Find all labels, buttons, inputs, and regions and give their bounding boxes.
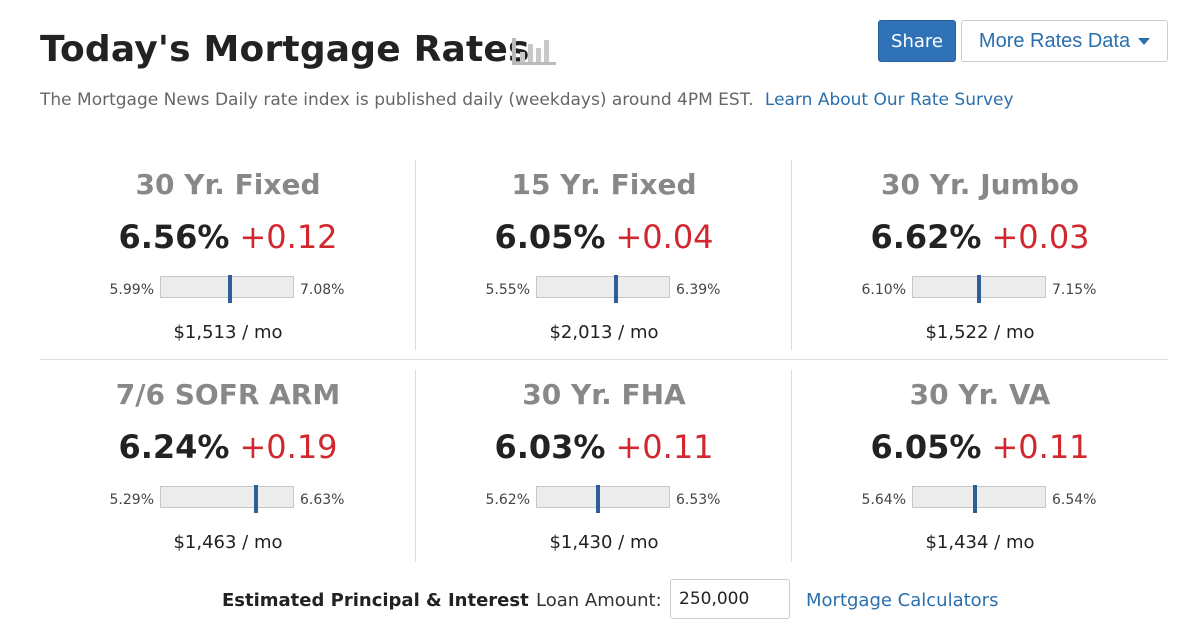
monthly-payment: $1,434 / mo (925, 532, 1035, 553)
range-bar (160, 485, 294, 513)
range-marker (977, 275, 981, 303)
rate-name: 30 Yr. Jumbo (881, 168, 1079, 201)
range-low: 5.62% (485, 492, 530, 508)
range-bar (536, 485, 670, 513)
payment-footer: Estimated Principal & Interest Loan Amou… (0, 578, 1200, 622)
range-high: 6.39% (676, 282, 721, 298)
rate-line: 6.05% +0.11 (792, 428, 1168, 466)
rate-card[interactable]: 30 Yr. VA 6.05% +0.11 5.64% 6.54% $1,434 … (792, 370, 1168, 570)
rate-range: 5.55% 6.39% (416, 275, 792, 303)
page-title: Today's Mortgage Rates (40, 29, 530, 70)
rate-value: 6.56% (118, 218, 230, 256)
rate-card[interactable]: 30 Yr. Fixed 6.56% +0.12 5.99% 7.08% $1,5… (40, 160, 416, 360)
rate-value: 6.62% (870, 218, 982, 256)
rate-card[interactable]: 7/6 SOFR ARM 6.24% +0.19 5.29% 6.63% $1,4… (40, 370, 416, 570)
rate-value: 6.03% (494, 428, 606, 466)
rate-name: 30 Yr. FHA (522, 378, 686, 411)
page-header: Today's Mortgage Rates The Mortgage News… (40, 20, 1170, 118)
learn-survey-link[interactable]: Learn About Our Rate Survey (764, 90, 1014, 110)
rate-name: 7/6 SOFR ARM (115, 378, 341, 411)
range-high: 6.54% (1052, 492, 1097, 508)
rate-range: 5.99% 7.08% (40, 275, 416, 303)
mortgage-calculators-link[interactable]: Mortgage Calculators (806, 590, 999, 611)
rate-value: 6.05% (870, 428, 982, 466)
range-high: 7.15% (1052, 282, 1097, 298)
rate-line: 6.03% +0.11 (416, 428, 792, 466)
rate-range: 5.29% 6.63% (40, 485, 416, 513)
range-high: 6.53% (676, 492, 721, 508)
rate-change: +0.19 (239, 428, 338, 466)
rate-line: 6.24% +0.19 (40, 428, 416, 466)
loan-amount-input[interactable] (670, 579, 790, 619)
rate-name: 30 Yr. Fixed (135, 168, 321, 201)
range-low: 5.99% (109, 282, 154, 298)
range-bar (536, 275, 670, 303)
rates-grid: 30 Yr. Fixed 6.56% +0.12 5.99% 7.08% $1,5… (40, 160, 1168, 562)
rate-change: +0.12 (239, 218, 338, 256)
range-low: 5.29% (109, 492, 154, 508)
rate-line: 6.62% +0.03 (792, 218, 1168, 256)
range-marker (595, 485, 600, 513)
range-bar (160, 275, 294, 303)
monthly-payment: $1,513 / mo (173, 322, 283, 343)
rate-range: 5.62% 6.53% (416, 485, 792, 513)
share-button[interactable]: Share (878, 20, 956, 62)
range-low: 5.55% (485, 282, 530, 298)
rate-range: 5.64% 6.54% (792, 485, 1168, 513)
range-bar (912, 275, 1046, 303)
monthly-payment: $1,463 / mo (173, 532, 283, 553)
rate-name: 30 Yr. VA (909, 378, 1051, 411)
rate-card[interactable]: 30 Yr. FHA 6.03% +0.11 5.62% 6.53% $1,430… (416, 370, 792, 570)
range-marker (614, 275, 619, 303)
rate-change: +0.04 (615, 218, 714, 256)
rate-value: 6.24% (118, 428, 230, 466)
range-marker (973, 485, 978, 513)
range-marker (227, 275, 232, 303)
rate-change: +0.11 (991, 428, 1090, 466)
range-low: 6.10% (861, 282, 906, 298)
bar-chart-icon[interactable] (510, 34, 558, 66)
column-divider (791, 160, 792, 350)
rate-card[interactable]: 30 Yr. Jumbo 6.62% +0.03 6.10% 7.15% $1,5… (792, 160, 1168, 360)
range-high: 7.08% (300, 282, 345, 298)
rate-line: 6.05% +0.04 (416, 218, 792, 256)
monthly-payment: $1,430 / mo (549, 532, 659, 553)
rate-name: 15 Yr. Fixed (511, 168, 697, 201)
column-divider (415, 370, 416, 562)
range-bar (912, 485, 1046, 513)
subtitle: The Mortgage News Daily rate index is pu… (40, 90, 1014, 110)
monthly-payment: $2,013 / mo (549, 322, 659, 343)
rate-line: 6.56% +0.12 (40, 218, 416, 256)
caret-down-icon (1138, 37, 1151, 45)
range-marker (254, 485, 259, 513)
more-rates-data-button[interactable]: More Rates Data (961, 20, 1168, 62)
range-low: 5.64% (861, 492, 906, 508)
rate-range: 6.10% 7.15% (792, 275, 1168, 303)
row-divider (40, 359, 1168, 360)
range-high: 6.63% (300, 492, 345, 508)
rate-change: +0.11 (615, 428, 714, 466)
monthly-payment: $1,522 / mo (925, 322, 1035, 343)
column-divider (791, 370, 792, 562)
rate-card[interactable]: 15 Yr. Fixed 6.05% +0.04 5.55% 6.39% $2,0… (416, 160, 792, 360)
rate-value: 6.05% (494, 218, 606, 256)
column-divider (415, 160, 416, 350)
rate-change: +0.03 (991, 218, 1090, 256)
loan-amount-label: Loan Amount: (536, 590, 662, 611)
subtitle-text: The Mortgage News Daily rate index is pu… (40, 90, 754, 110)
estimate-label: Estimated Principal & Interest (222, 590, 529, 611)
more-rates-data-label: More Rates Data (978, 29, 1131, 52)
